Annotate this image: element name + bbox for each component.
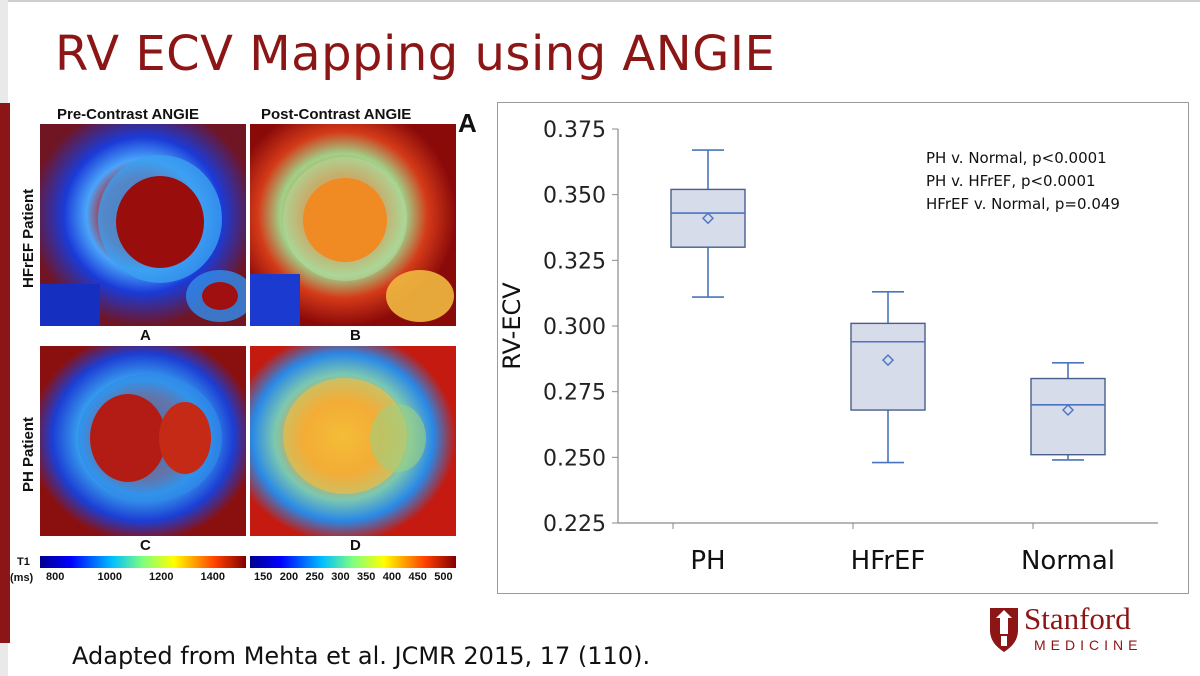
box-hfref <box>850 322 926 411</box>
colorbar-post-tick: 450 <box>408 571 427 583</box>
panel-letter-d: D <box>350 537 361 554</box>
colorbar-post-tick: 400 <box>382 571 402 583</box>
slide-title: RV ECV Mapping using ANGIE <box>55 26 776 82</box>
figure-letter: A <box>458 108 477 138</box>
box-normal <box>1030 377 1106 456</box>
colorbar-unit-top: T1 <box>17 556 30 568</box>
col-header-post: Post-Contrast ANGIE <box>261 106 412 123</box>
colorbar-post-tick: 350 <box>357 571 376 583</box>
p-value-annotation: PH v. HFrEF, p<0.0001 <box>926 172 1096 190</box>
x-tick-label: PH <box>690 546 725 576</box>
panel-letter-c: C <box>140 537 151 554</box>
y-tick-label: 0.325 <box>543 249 606 274</box>
chart-frame: 0.225 0.250 0.275 0.300 0.325 0.350 0.375 RV-EC… <box>497 102 1189 594</box>
colorbar-post <box>250 556 456 568</box>
left-accent-bar <box>0 103 10 643</box>
colorbar-post-tick: 150 <box>254 571 273 583</box>
brand-sub: MEDICINE <box>1034 637 1143 653</box>
citation: Adapted from Mehta et al. JCMR 2015, 17 … <box>72 642 651 670</box>
y-tick-label: 0.350 <box>543 184 606 209</box>
colorbar-post-tick: 500 <box>434 571 453 583</box>
colorbar-pre-tick: 1200 <box>149 571 174 583</box>
p-value-annotation: PH v. Normal, p<0.0001 <box>926 149 1107 167</box>
mri-panel-d <box>250 346 456 536</box>
mri-panel-a <box>40 124 246 326</box>
brand-name: Stanford <box>1024 601 1131 636</box>
row-label-ph: PH Patient <box>20 416 37 492</box>
box-plot: 0.225 0.250 0.275 0.300 0.325 0.350 0.375 RV-EC… <box>498 118 1158 576</box>
y-axis-label: RV-ECV <box>498 282 526 370</box>
colorbar-pre-tick: 800 <box>46 571 65 583</box>
top-rule <box>0 0 1200 2</box>
col-header-pre: Pre-Contrast ANGIE <box>57 106 199 123</box>
y-tick-label: 0.275 <box>543 381 606 406</box>
colorbar-pre <box>40 556 246 568</box>
colorbar-pre-tick: 1000 <box>97 571 122 583</box>
mri-panel-c <box>40 346 246 536</box>
mean-marker <box>1062 404 1074 417</box>
colorbar-post-tick: 250 <box>305 571 324 583</box>
colorbar-post-tick: 200 <box>279 571 299 583</box>
y-tick-label: 0.375 <box>543 118 606 143</box>
p-value-annotation: HFrEF v. Normal, p=0.049 <box>926 195 1120 213</box>
colorbar-pre-tick: 1400 <box>200 571 225 583</box>
y-tick-label: 0.225 <box>543 512 606 537</box>
y-tick-label: 0.300 <box>543 315 606 340</box>
y-tick-label: 0.250 <box>543 446 606 471</box>
colorbar-unit-bottom: (ms) <box>10 572 34 584</box>
x-tick-label: Normal <box>1021 546 1115 576</box>
panel-letter-b: B <box>350 327 361 344</box>
mean-marker <box>882 354 894 367</box>
mri-panel-b <box>250 124 456 326</box>
stanford-shield-icon <box>990 608 1018 652</box>
colorbar-post-tick: 300 <box>331 571 350 583</box>
mean-marker <box>702 212 714 225</box>
x-tick-label: HFrEF <box>851 546 926 576</box>
box-ph <box>670 188 746 248</box>
row-label-hfref: HFrEF Patient <box>20 188 37 288</box>
panel-letter-a: A <box>140 327 151 344</box>
